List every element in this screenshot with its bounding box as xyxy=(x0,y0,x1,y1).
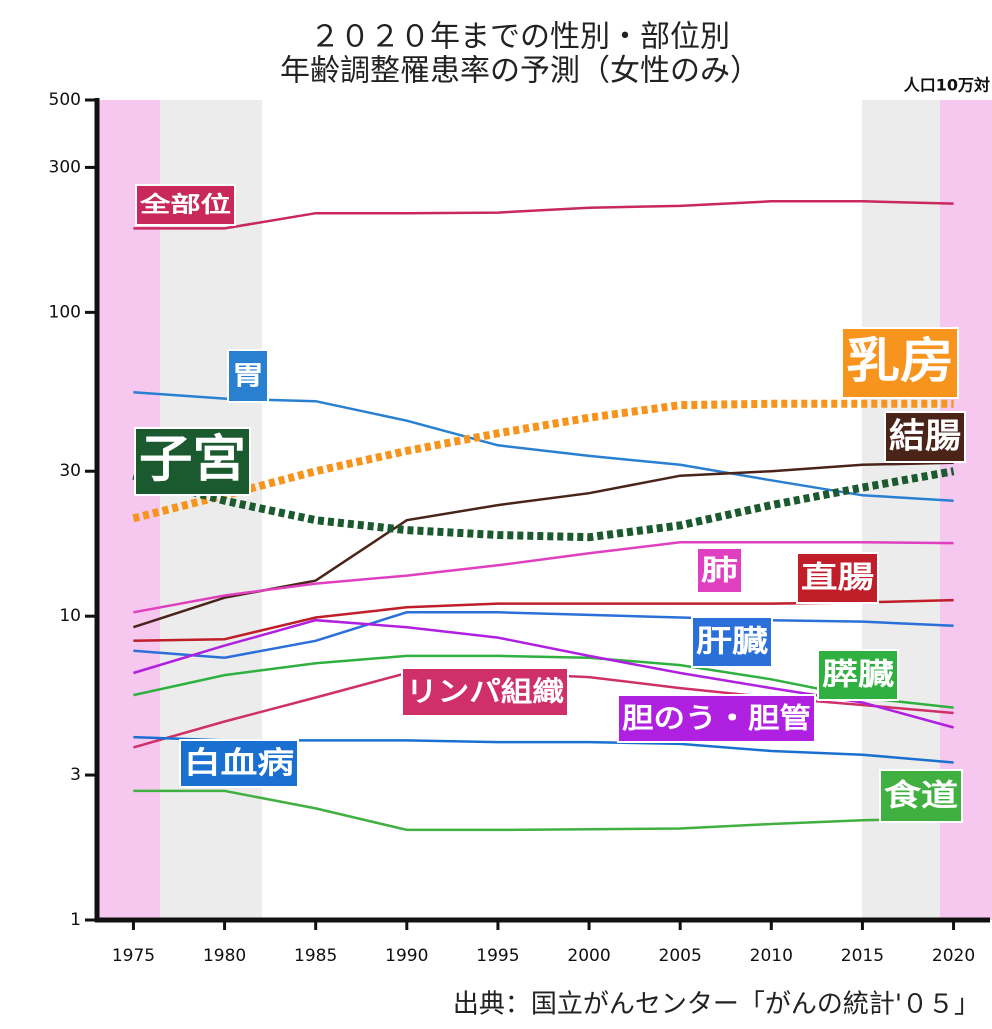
series-label-box xyxy=(401,667,569,717)
series-label: 結腸 xyxy=(889,417,961,457)
unit-label: 人口10万対 xyxy=(904,76,990,95)
series-line xyxy=(133,618,954,729)
series-label-box xyxy=(135,184,236,226)
y-tick-label: 100 xyxy=(49,302,81,322)
series-line xyxy=(133,541,954,614)
series-line xyxy=(132,399,954,523)
series-label-box xyxy=(841,327,959,399)
x-tick-label: 2020 xyxy=(932,946,975,966)
series-line xyxy=(133,611,954,659)
series-label: 全部位 xyxy=(139,192,231,218)
series-label-box xyxy=(691,616,773,668)
series-label-box xyxy=(796,552,879,604)
series-label-box xyxy=(134,427,251,496)
y-tick-label: 10 xyxy=(59,606,81,626)
y-tick-label: 3 xyxy=(70,765,81,785)
series-label: 胃 xyxy=(232,362,264,392)
series-label: 直腸 xyxy=(801,561,874,596)
y-tick-label: 1 xyxy=(70,910,81,930)
series-label-box xyxy=(617,694,816,743)
series-line xyxy=(133,654,954,709)
series-label-box xyxy=(817,649,899,701)
series-label: 肝臓 xyxy=(696,625,768,660)
pink-band xyxy=(97,100,160,920)
series-label-box xyxy=(884,411,966,463)
x-tick-label: 1975 xyxy=(112,946,155,966)
series-label: 胆のう・胆管 xyxy=(622,702,811,735)
y-tick-label: 500 xyxy=(49,90,81,110)
series-line xyxy=(133,390,954,502)
series-label-box xyxy=(879,769,963,823)
series-label: 膵臓 xyxy=(822,658,894,693)
x-tick-label: 1985 xyxy=(294,946,337,966)
x-tick-label: 2015 xyxy=(841,946,884,966)
series-label: リンパ組織 xyxy=(406,675,564,708)
series-label: 乳房 xyxy=(846,333,954,389)
x-tick-label: 1995 xyxy=(476,946,519,966)
x-tick-label: 2005 xyxy=(659,946,702,966)
chart-title: ２０２０年までの性別・部位別 xyxy=(310,20,730,55)
x-tick-label: 2010 xyxy=(750,946,793,966)
series-label: 白血病 xyxy=(184,746,294,781)
series-label: 肺 xyxy=(701,554,738,587)
series-line xyxy=(132,467,955,542)
series-label-box xyxy=(179,739,299,788)
chart-title: 年齢調整罹患率の予測（女性のみ） xyxy=(280,54,760,89)
source: 出典：国立がんセンター「がんの統計'０５」 xyxy=(453,990,980,1020)
series-line xyxy=(133,789,954,832)
series-label-box xyxy=(227,349,269,403)
series-label: 子宮 xyxy=(139,430,246,488)
series-line xyxy=(133,200,954,230)
y-tick-label: 30 xyxy=(59,461,81,481)
series-label: 食道 xyxy=(884,779,958,814)
series-label-box xyxy=(696,547,743,594)
y-tick-label: 300 xyxy=(49,157,81,177)
x-tick-label: 1990 xyxy=(385,946,428,966)
x-tick-label: 1980 xyxy=(203,946,246,966)
x-tick-label: 2000 xyxy=(567,946,610,966)
